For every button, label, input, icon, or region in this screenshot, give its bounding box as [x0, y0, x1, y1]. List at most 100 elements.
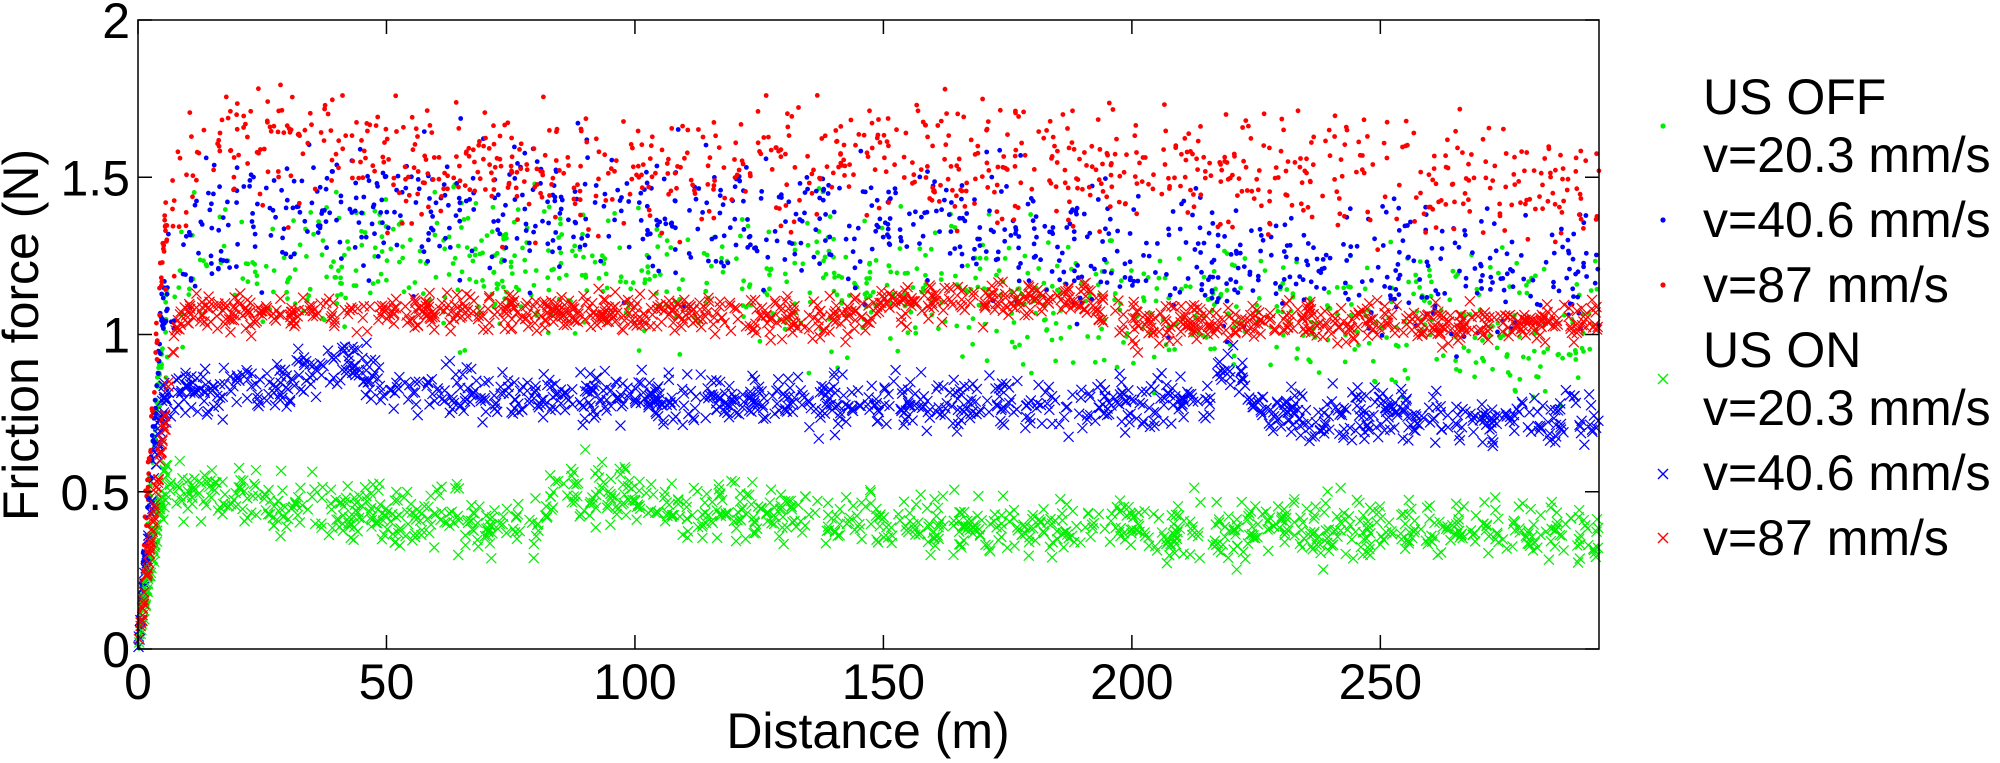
data-point [1108, 270, 1114, 276]
data-point [985, 185, 991, 190]
data-point [564, 272, 569, 278]
data-point [869, 145, 875, 151]
data-point [211, 390, 223, 402]
data-point [1574, 282, 1580, 287]
data-point [788, 229, 794, 235]
data-point [350, 158, 356, 164]
data-point [1321, 286, 1327, 291]
data-point [1193, 186, 1199, 191]
data-point [887, 242, 893, 248]
data-point [1513, 501, 1525, 513]
data-point [343, 133, 349, 139]
data-point [1100, 161, 1105, 167]
data-point [1076, 422, 1088, 434]
data-point [234, 264, 239, 269]
data-point [1480, 136, 1486, 142]
data-point [581, 254, 586, 260]
data-point [1282, 222, 1288, 228]
data-point [1016, 114, 1021, 119]
data-point [500, 527, 512, 539]
data-point [705, 374, 717, 386]
data-point [593, 193, 599, 199]
data-point [1294, 356, 1300, 361]
data-point [143, 557, 155, 569]
data-point [1084, 234, 1090, 240]
data-point [272, 495, 284, 507]
data-point [650, 263, 656, 269]
data-point [166, 231, 171, 237]
data-point [977, 255, 983, 261]
data-point [741, 278, 746, 284]
data-point [994, 328, 999, 334]
data-point [1560, 355, 1565, 361]
data-point [764, 237, 769, 243]
data-point [1049, 229, 1055, 235]
data-point [1332, 531, 1344, 543]
data-point [996, 417, 1008, 429]
data-point [549, 476, 561, 487]
data-point [1397, 272, 1403, 278]
data-point [245, 134, 250, 140]
data-point [1297, 164, 1303, 170]
data-point [700, 210, 705, 215]
data-point [546, 220, 551, 226]
data-point [209, 271, 215, 277]
data-point [798, 240, 804, 246]
data-point [1437, 521, 1448, 533]
data-point [579, 272, 585, 278]
data-point [755, 140, 761, 146]
data-point [545, 275, 551, 281]
data-point [1323, 524, 1335, 536]
data-point [693, 196, 699, 202]
data-point [294, 204, 300, 210]
data-point [526, 240, 532, 246]
data-point [834, 139, 839, 145]
data-point [1281, 127, 1286, 133]
data-point [1197, 225, 1203, 231]
data-point [1451, 419, 1463, 431]
data-point [517, 380, 529, 392]
data-point [583, 275, 589, 280]
data-point [443, 235, 448, 241]
data-point [1072, 268, 1077, 274]
data-point [305, 140, 311, 146]
data-point [1102, 269, 1107, 274]
data-point [1427, 391, 1439, 403]
data-point [814, 211, 820, 217]
data-point [1525, 503, 1537, 515]
data-point [855, 225, 861, 231]
data-point [1478, 278, 1484, 284]
data-point [911, 222, 916, 227]
data-point [457, 200, 463, 206]
data-point [1551, 520, 1563, 532]
data-point [1240, 125, 1245, 130]
data-point [948, 374, 960, 386]
data-point [1564, 390, 1576, 401]
data-point [434, 220, 440, 226]
data-point [497, 133, 503, 139]
data-point [202, 405, 214, 417]
data-point [462, 348, 468, 353]
data-point [359, 234, 364, 240]
data-point [734, 172, 740, 178]
data-point [1496, 270, 1501, 276]
data-point [431, 155, 437, 160]
data-point [952, 418, 964, 430]
data-point [886, 143, 891, 149]
data-point [225, 222, 231, 228]
data-point [353, 283, 359, 289]
data-point [1545, 535, 1557, 547]
data-point [452, 549, 464, 561]
data-point [1182, 174, 1188, 180]
data-point [310, 364, 322, 375]
data-point [1047, 118, 1053, 124]
data-point [528, 538, 540, 550]
data-point [206, 464, 218, 476]
data-point [1589, 547, 1601, 559]
data-point [887, 216, 893, 221]
data-point [1050, 134, 1056, 140]
data-point [884, 139, 890, 145]
data-point [745, 217, 750, 222]
data-point [677, 239, 683, 245]
data-point [1564, 187, 1570, 193]
